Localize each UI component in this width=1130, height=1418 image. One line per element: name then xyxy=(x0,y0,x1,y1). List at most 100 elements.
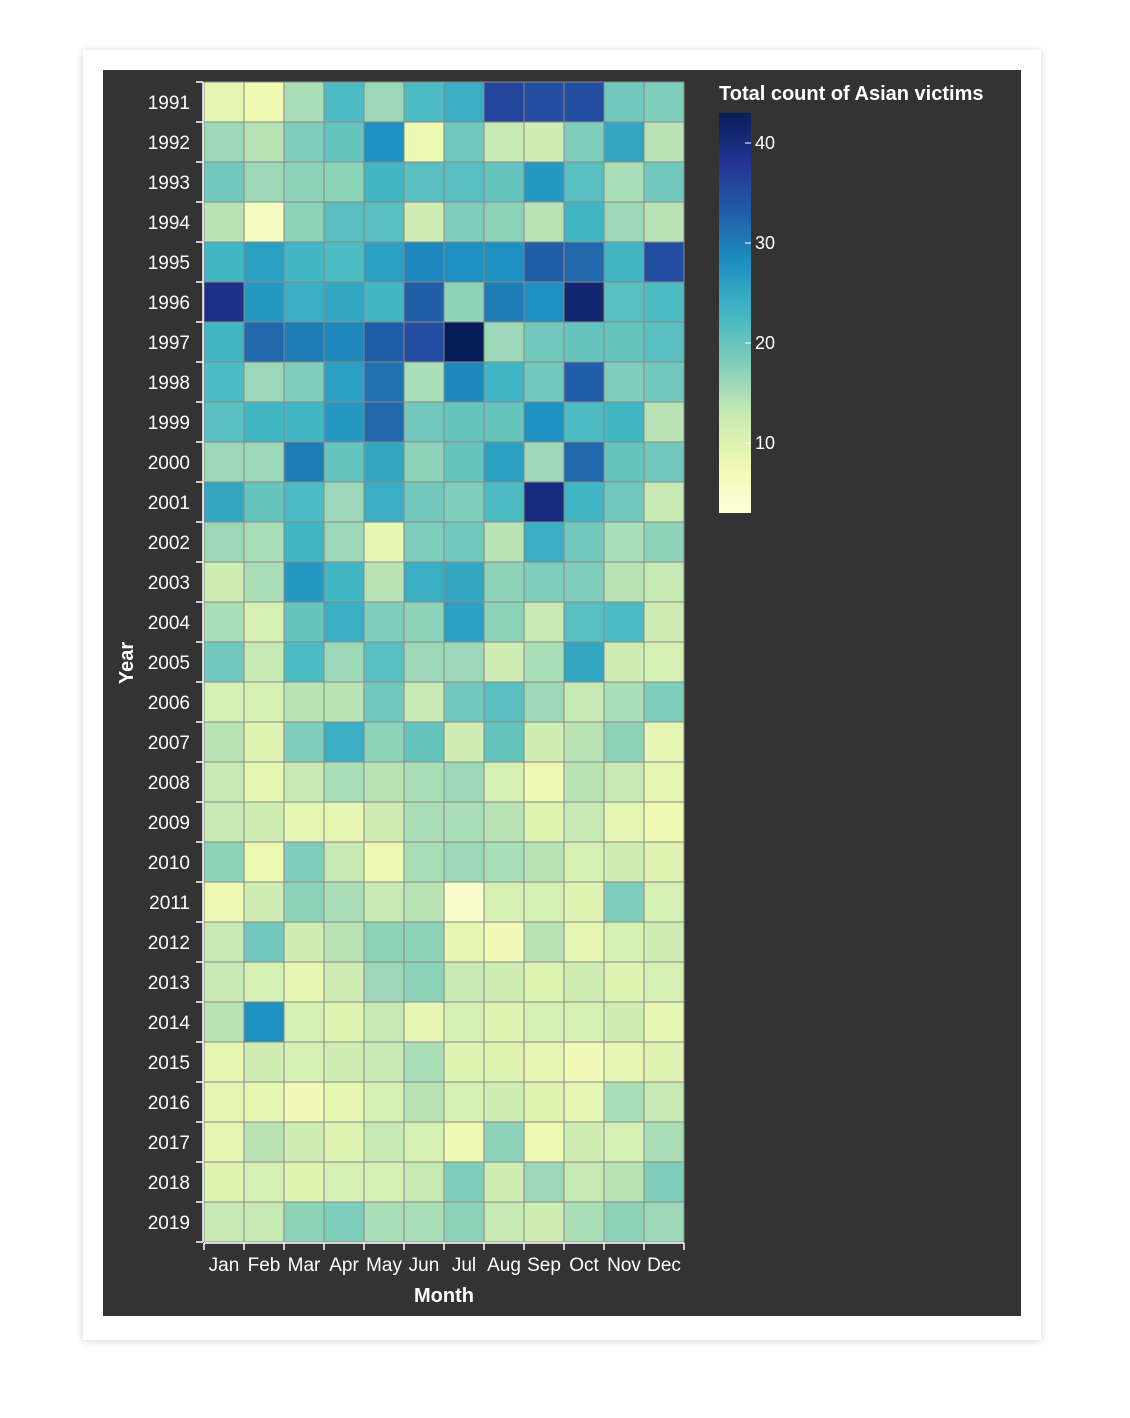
heatmap-cell xyxy=(403,1081,445,1123)
y-tick-label: 2011 xyxy=(149,893,190,914)
heatmap-cell xyxy=(203,761,245,803)
heatmap-cell xyxy=(523,281,565,323)
y-tick-label: 2002 xyxy=(148,533,190,554)
heatmap-cell xyxy=(643,481,685,523)
heatmap-cell xyxy=(323,561,365,603)
heatmap-cell xyxy=(243,521,285,563)
heatmap-cell xyxy=(363,521,405,563)
heatmap-cell xyxy=(443,321,485,363)
heatmap-cell xyxy=(323,321,365,363)
heatmap-cell xyxy=(243,561,285,603)
heatmap-cell xyxy=(443,721,485,763)
heatmap-cell xyxy=(363,1161,405,1203)
heatmap-cell xyxy=(523,201,565,243)
heatmap-cell xyxy=(643,1001,685,1043)
heatmap-cell xyxy=(643,161,685,203)
heatmap-cell xyxy=(483,1121,525,1163)
y-tick-label: 2018 xyxy=(148,1173,190,1194)
heatmap-cell xyxy=(243,1001,285,1043)
heatmap-cell xyxy=(483,1201,525,1243)
heatmap-cell xyxy=(363,841,405,883)
heatmap-cell xyxy=(283,361,325,403)
legend-title: Total count of Asian victims xyxy=(719,83,983,105)
x-tick-label: Mar xyxy=(288,1255,321,1276)
heatmap-cell xyxy=(523,841,565,883)
heatmap-cell xyxy=(403,281,445,323)
heatmap-cell xyxy=(643,401,685,443)
heatmap-cell xyxy=(603,481,645,523)
heatmap-cell xyxy=(363,281,405,323)
heatmap-cell xyxy=(483,201,525,243)
heatmap-cell xyxy=(523,1161,565,1203)
heatmap-cell xyxy=(403,201,445,243)
heatmap-cell xyxy=(323,881,365,923)
heatmap-cell xyxy=(203,641,245,683)
heatmap-cell xyxy=(403,961,445,1003)
heatmap-cell xyxy=(563,721,605,763)
heatmap-cell xyxy=(203,1001,245,1043)
heatmap-cell xyxy=(643,521,685,563)
heatmap-cell xyxy=(443,641,485,683)
heatmap-cell xyxy=(363,801,405,843)
heatmap-cell xyxy=(203,1161,245,1203)
heatmap-cell xyxy=(323,1121,365,1163)
y-tick-label: 2014 xyxy=(148,1013,191,1034)
heatmap-cell xyxy=(603,1041,645,1083)
heatmap-cell xyxy=(203,561,245,603)
heatmap-cell xyxy=(363,761,405,803)
heatmap-cell xyxy=(283,81,325,123)
heatmap-cell xyxy=(283,961,325,1003)
heatmap-cell xyxy=(403,241,445,283)
heatmap-cell xyxy=(563,921,605,963)
y-tick-label: 1995 xyxy=(148,253,190,274)
heatmap-cell xyxy=(603,121,645,163)
heatmap-cell xyxy=(243,1081,285,1123)
y-tick-label: 1996 xyxy=(148,293,190,314)
heatmap-cell xyxy=(203,1121,245,1163)
heatmap-cell xyxy=(243,281,285,323)
heatmap-cell xyxy=(363,241,405,283)
heatmap-cell xyxy=(603,961,645,1003)
heatmap-cell xyxy=(443,801,485,843)
heatmap-cell xyxy=(443,1081,485,1123)
heatmap-cell xyxy=(483,961,525,1003)
heatmap-cell xyxy=(523,1001,565,1043)
heatmap-cell xyxy=(523,641,565,683)
heatmap-cell xyxy=(363,1201,405,1243)
heatmap-cell xyxy=(443,161,485,203)
y-tick-label: 2015 xyxy=(148,1053,190,1074)
heatmap-cell xyxy=(363,1081,405,1123)
y-tick-label: 2009 xyxy=(148,813,190,834)
heatmap-cell xyxy=(243,641,285,683)
heatmap-cell xyxy=(483,1081,525,1123)
heatmap-cell xyxy=(243,601,285,643)
heatmap-cell xyxy=(563,841,605,883)
heatmap-cell xyxy=(523,401,565,443)
legend-tick-label: 10 xyxy=(755,433,775,453)
heatmap-cell xyxy=(323,801,365,843)
heatmap-cell xyxy=(283,761,325,803)
heatmap-cell xyxy=(203,481,245,523)
heatmap-cell xyxy=(203,1041,245,1083)
heatmap-cell xyxy=(363,321,405,363)
heatmap-cell xyxy=(443,561,485,603)
heatmap-cell xyxy=(443,281,485,323)
heatmap-cell xyxy=(643,801,685,843)
heatmap-cell xyxy=(323,961,365,1003)
heatmap-cell xyxy=(643,1041,685,1083)
heatmap-cell xyxy=(483,801,525,843)
heatmap-cell xyxy=(603,521,645,563)
heatmap-cell xyxy=(563,161,605,203)
heatmap-cell xyxy=(483,761,525,803)
heatmap-cell xyxy=(363,601,405,643)
y-axis: 1991 1992 1993 1994 1995 1996 1997 1998 1999 2000… xyxy=(148,81,204,1243)
heatmap-cell xyxy=(243,441,285,483)
heatmap-cell xyxy=(323,241,365,283)
heatmap-cell xyxy=(283,521,325,563)
heatmap-cell xyxy=(483,401,525,443)
heatmap-cell xyxy=(603,761,645,803)
heatmap-cell xyxy=(203,841,245,883)
heatmap-cell xyxy=(603,401,645,443)
heatmap-cell xyxy=(443,601,485,643)
heatmap-cell xyxy=(283,241,325,283)
